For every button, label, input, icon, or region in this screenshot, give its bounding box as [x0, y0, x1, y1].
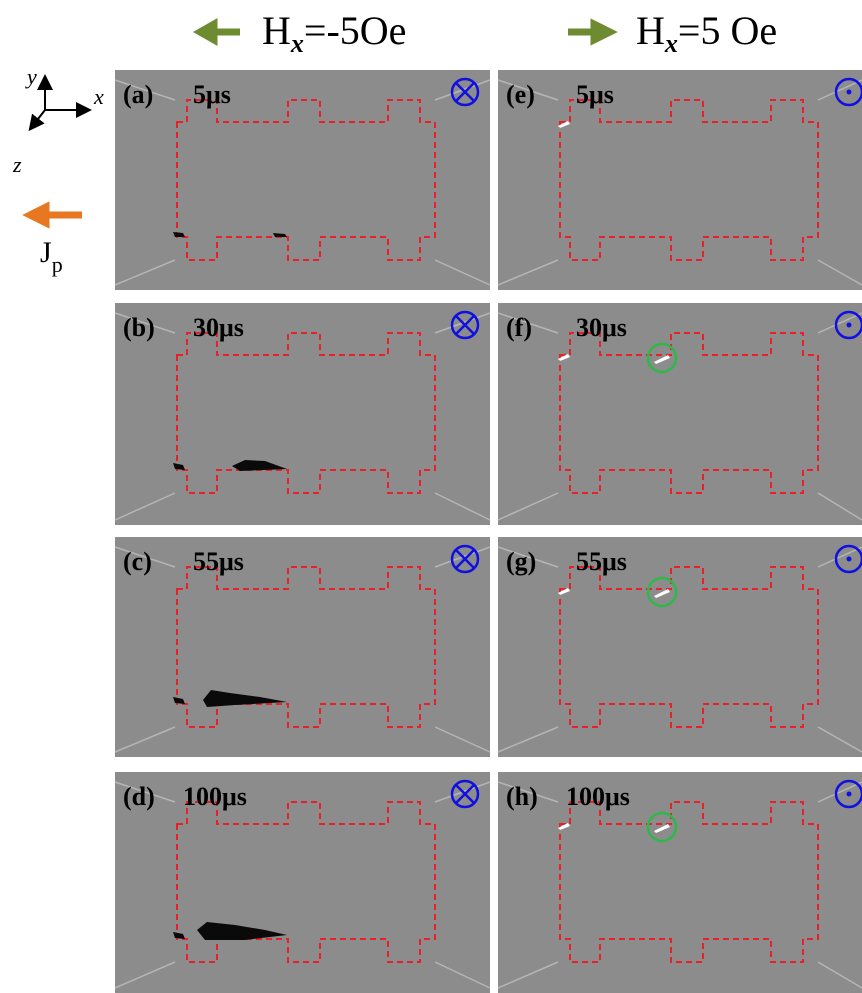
- field-arrow-right: [568, 18, 618, 46]
- symbol-into: [450, 77, 480, 107]
- electrode-lines: [497, 546, 862, 753]
- domain: [173, 232, 185, 237]
- panel-image: [498, 772, 862, 993]
- panel-image: [498, 303, 862, 525]
- electrode-lines: [114, 79, 491, 286]
- symbol-into: [450, 779, 480, 809]
- panel-image: [115, 303, 490, 525]
- panel-time: 100μs: [566, 782, 630, 811]
- symbol-dot: [846, 89, 852, 95]
- symbol-out: [834, 779, 862, 809]
- axes: [28, 74, 92, 132]
- device-outline: [176, 801, 436, 963]
- domain-light: [558, 823, 570, 830]
- domain-light: [558, 121, 570, 128]
- electrode-lines: [497, 781, 862, 989]
- domain-light: [654, 589, 670, 598]
- device-outline: [176, 332, 436, 494]
- domain: [273, 233, 287, 237]
- panel-label: (d): [123, 782, 155, 811]
- panel: (a) 5μs: [114, 70, 491, 290]
- symbol-dot: [846, 791, 852, 797]
- domain-light: [558, 354, 570, 361]
- panel: (h) 100μs: [497, 772, 862, 993]
- panel-image: [498, 537, 862, 757]
- symbol-circle: [450, 544, 480, 574]
- current-label: Jp: [40, 236, 63, 277]
- panel: (d) 100μs: [114, 772, 491, 993]
- panel: (b) 30μs: [114, 303, 491, 525]
- symbol-circle: [834, 310, 862, 340]
- current-arrow: [22, 201, 82, 229]
- panel-image: [115, 772, 490, 993]
- panel-time: 55μs: [576, 547, 627, 576]
- panel-label: (f): [506, 313, 532, 342]
- panel-label: (b): [123, 313, 155, 342]
- symbol-circle: [834, 779, 862, 809]
- axis-z: z: [12, 152, 22, 177]
- panel-time: 55μs: [193, 547, 244, 576]
- panel-time: 100μs: [183, 782, 247, 811]
- device-outline: [176, 99, 436, 261]
- electrode-lines: [114, 546, 491, 753]
- domain: [173, 932, 185, 939]
- symbol-cross: [455, 784, 475, 804]
- domain: [232, 460, 287, 471]
- domain-light: [558, 588, 570, 595]
- symbol-cross: [455, 82, 475, 102]
- symbol-dot: [846, 556, 852, 562]
- domain: [173, 463, 185, 470]
- header-left: Hx=-5Oe: [262, 8, 406, 58]
- panel-image: [115, 70, 490, 290]
- symbol-out: [834, 77, 862, 107]
- symbol-circle: [834, 77, 862, 107]
- field-arrow-left: [192, 17, 240, 47]
- symbol-out: [834, 310, 862, 340]
- domain: [197, 922, 287, 940]
- panel-label: (g): [506, 547, 536, 576]
- panels: (a) 5μs (b) 30μs (c) 55μs (d) 100μs (e) 5μs (f) 30μ…: [114, 70, 862, 993]
- panel-image: [115, 537, 490, 757]
- panel: (f) 30μs: [497, 303, 862, 525]
- symbol-circle: [450, 779, 480, 809]
- device-outline: [559, 99, 819, 261]
- panel: (g) 55μs: [497, 537, 862, 757]
- symbol-cross: [455, 549, 475, 569]
- device-outline: [176, 566, 436, 728]
- panel-time: 30μs: [576, 313, 627, 342]
- symbol-cross: [455, 315, 475, 335]
- highlight-circle: [646, 342, 678, 374]
- panel-label: (h): [506, 782, 538, 811]
- symbol-circle: [450, 310, 480, 340]
- axis-y: y: [25, 64, 37, 89]
- panel-time: 30μs: [193, 313, 244, 342]
- symbol-into: [450, 310, 480, 340]
- electrode-lines: [497, 79, 862, 286]
- panel-label: (a): [123, 80, 153, 109]
- symbol-circle: [834, 544, 862, 574]
- domain: [173, 697, 185, 704]
- domain-light: [654, 355, 670, 364]
- panel: (c) 55μs: [114, 537, 491, 757]
- electrode-lines: [497, 312, 862, 521]
- panel: (e) 5μs: [497, 70, 862, 290]
- panel-label: (e): [506, 80, 535, 109]
- panel-label: (c): [123, 547, 152, 576]
- electrode-lines: [114, 781, 491, 989]
- highlight-circle: [646, 576, 678, 608]
- symbol-out: [834, 544, 862, 574]
- panel-time: 5μs: [576, 80, 614, 109]
- highlight-circle: [646, 811, 678, 843]
- domain-light: [654, 824, 670, 833]
- symbol-into: [450, 544, 480, 574]
- electrode-lines: [114, 312, 491, 521]
- symbol-dot: [846, 322, 852, 328]
- panel-image: [498, 70, 862, 290]
- axis-x: x: [93, 84, 104, 109]
- domain: [203, 690, 287, 707]
- header-right: Hx=5 Oe: [636, 8, 777, 58]
- panel-time: 5μs: [193, 80, 231, 109]
- symbol-circle: [450, 77, 480, 107]
